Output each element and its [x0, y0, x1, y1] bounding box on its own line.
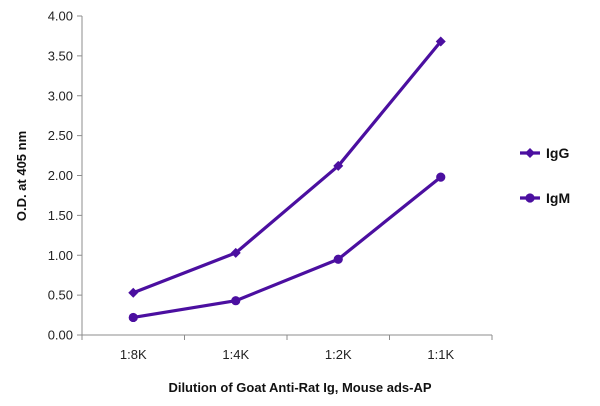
- y-tick-label: 2.00: [48, 168, 73, 183]
- series-line-igm: [132, 175, 442, 320]
- x-tick-label: 1:8K: [120, 347, 147, 362]
- legend-item-igg: IgG: [520, 145, 569, 161]
- x-tick-label: 1:2K: [325, 347, 352, 362]
- series-igm: [128, 172, 446, 323]
- x-axis-title: Dilution of Goat Anti-Rat Ig, Mouse ads-…: [168, 380, 431, 395]
- legend-label-igg: IgG: [546, 145, 569, 161]
- data-point-igm: [231, 296, 241, 306]
- legend: IgG IgM: [520, 145, 570, 206]
- y-axis-title: O.D. at 405 nm: [14, 131, 29, 221]
- data-point-igm: [128, 312, 138, 323]
- legend-label-igm: IgM: [546, 190, 570, 206]
- y-tick-label: 2.50: [48, 128, 73, 143]
- y-tick-label: 3.00: [48, 88, 73, 103]
- legend-marker-igg: [525, 148, 535, 158]
- data-point-igg: [230, 247, 241, 258]
- series-igg: [128, 36, 446, 298]
- y-tick-label: 3.50: [48, 48, 73, 63]
- y-tick-label: 1.00: [48, 248, 73, 263]
- data-point-igg: [128, 287, 139, 298]
- legend-marker-igm: [525, 193, 535, 203]
- data-point-igg: [435, 36, 446, 47]
- axes: 0.00 0.50 1.00 1.50 2.00 2.50 3.00 3.50 4.00 1:8K…: [48, 9, 493, 362]
- y-tick-label: 0.00: [48, 328, 73, 343]
- y-tick-label: 1.50: [48, 208, 73, 223]
- x-tick-label: 1:4K: [222, 347, 249, 362]
- data-point-igm: [333, 254, 343, 264]
- y-tick-label: 0.50: [48, 288, 73, 303]
- data-series: [128, 36, 446, 323]
- series-line-igg: [132, 40, 442, 295]
- data-point-igg: [333, 160, 344, 171]
- x-tick-label: 1:1K: [427, 347, 454, 362]
- y-tick-label: 4.00: [48, 9, 73, 24]
- legend-item-igm: IgM: [520, 190, 570, 206]
- data-point-igm: [436, 172, 446, 182]
